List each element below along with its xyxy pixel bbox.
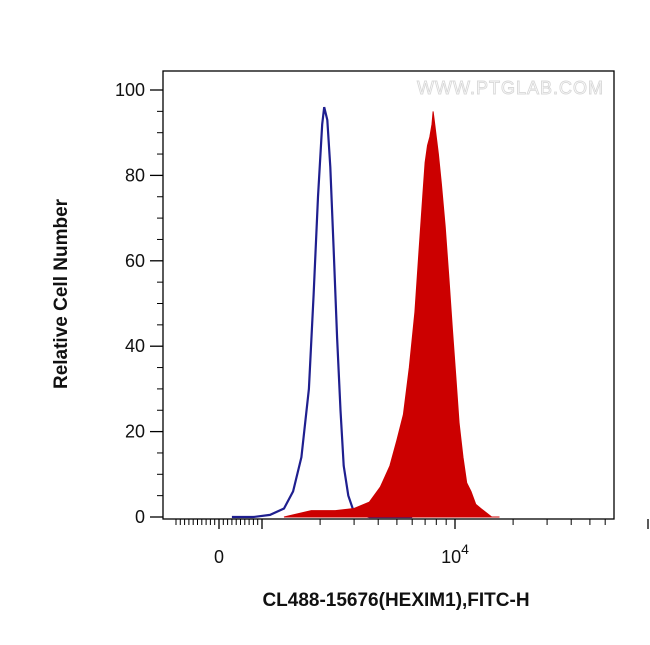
watermark-text: WWW.PTGLAB.COM xyxy=(417,78,604,98)
y-tick-label: 100 xyxy=(115,80,145,100)
series-layer xyxy=(231,106,500,519)
y-tick-label: 60 xyxy=(125,251,145,271)
y-axis: 0 20 40 60 80 100 xyxy=(115,80,163,527)
series-0-outline-histogram xyxy=(231,106,413,519)
x-tick-label: 104 xyxy=(441,541,469,567)
x-tick-label: 0 xyxy=(214,547,224,567)
x-axis: 0 104 xyxy=(175,519,649,567)
series-1-filled-histogram xyxy=(283,111,500,518)
plot-frame xyxy=(162,70,615,520)
y-axis-title: Relative Cell Number xyxy=(51,198,72,389)
y-tick-label: 80 xyxy=(125,165,145,185)
y-tick-label: 40 xyxy=(125,336,145,356)
x-axis-title: CL488-15676(HEXIM1),FITC-H xyxy=(262,590,529,611)
y-tick-label: 0 xyxy=(135,507,145,527)
y-tick-label: 20 xyxy=(125,422,145,442)
